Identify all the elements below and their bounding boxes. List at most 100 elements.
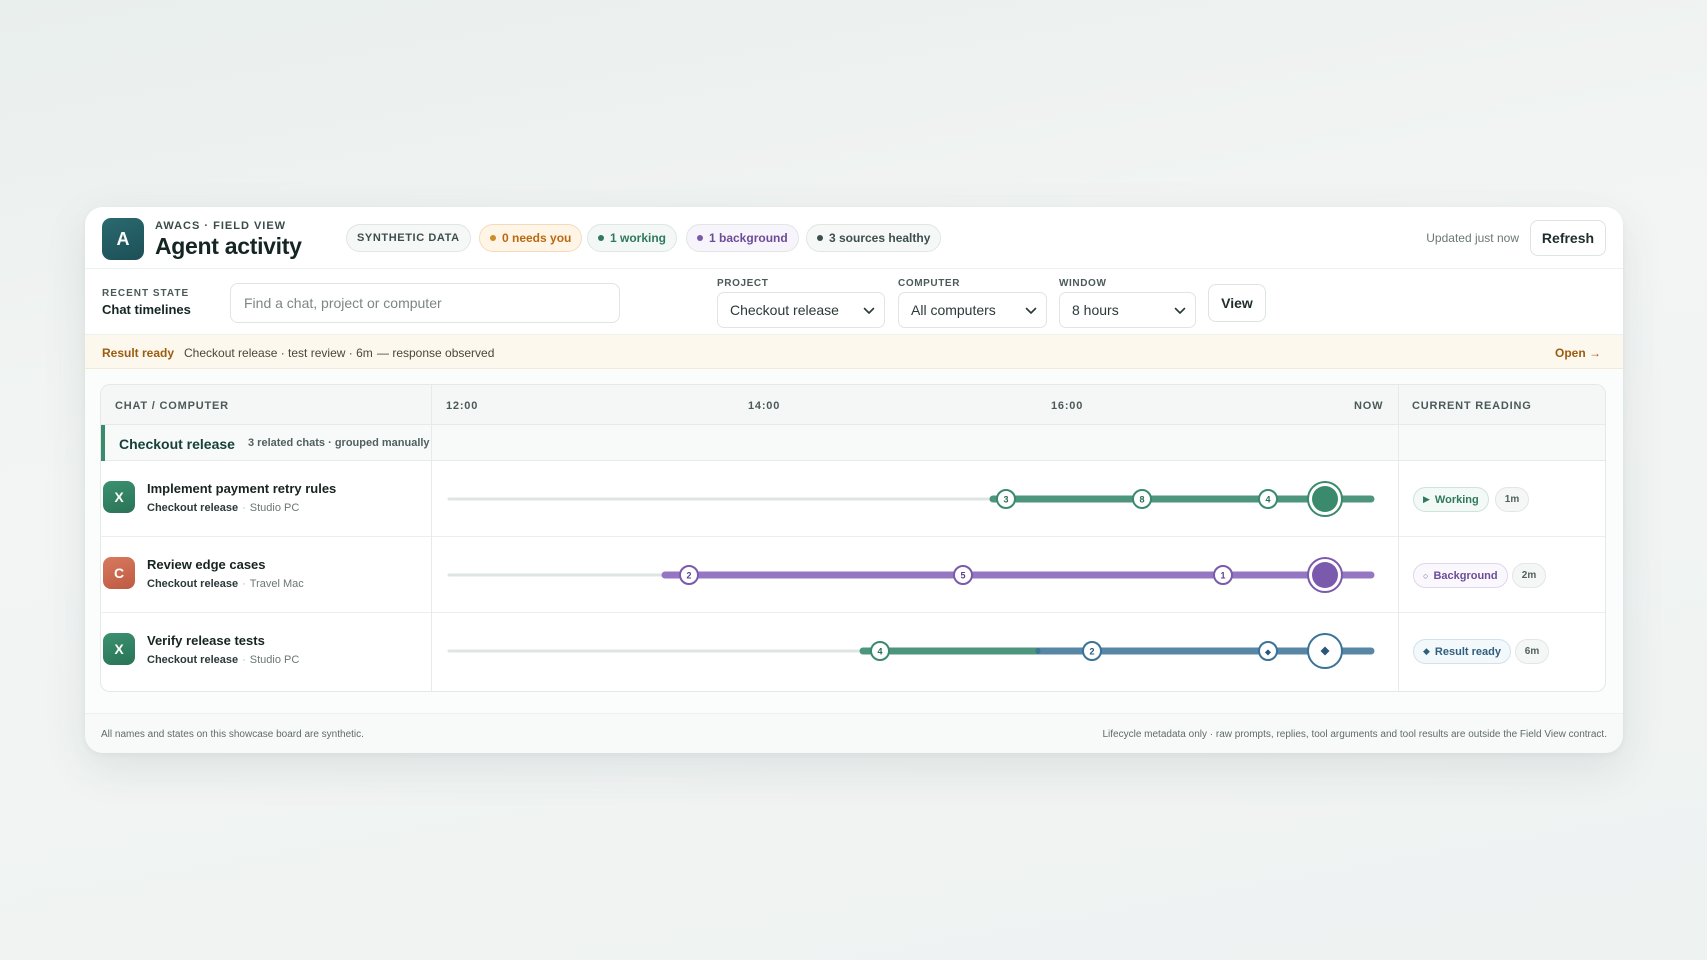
chat-project: Checkout release — [147, 654, 239, 666]
event-marker-count: 8 — [1139, 495, 1144, 505]
tick-label: 14:00 — [748, 400, 781, 412]
table-row[interactable]: X Verify release tests Checkout release ·… — [101, 613, 1605, 689]
event-marker[interactable]: 1 — [1213, 565, 1233, 585]
column-divider — [1398, 385, 1399, 691]
agent-badge: C — [103, 557, 135, 589]
computer-select-value: All computers — [911, 302, 996, 318]
tick-label: 12:00 — [446, 400, 479, 412]
now-working-dot[interactable] — [1312, 486, 1338, 512]
window-select-value: 8 hours — [1072, 302, 1119, 318]
background-label: 1 background — [709, 231, 788, 245]
chevron-down-icon — [1174, 307, 1186, 314]
app-eyebrow: AWACS · FIELD VIEW — [155, 220, 287, 232]
state-badge-background: ○ Background — [1413, 563, 1508, 588]
event-marker-count: 4 — [877, 647, 882, 657]
banner-status: Result ready — [102, 346, 175, 360]
sources-label: 3 sources healthy — [829, 231, 931, 245]
chat-name: Implement payment retry rules — [147, 481, 337, 496]
footer: All names and states on this showcase bo… — [85, 713, 1623, 753]
table-row[interactable]: X Implement payment retry rules Checkout… — [101, 461, 1605, 537]
event-marker[interactable]: 2 — [1082, 641, 1102, 661]
diamond-icon: ◆ — [1423, 646, 1430, 656]
view-button[interactable]: View — [1208, 284, 1266, 322]
app-logo: A — [102, 218, 144, 260]
circle-outline-icon: ○ — [1423, 570, 1429, 581]
chat-name: Verify release tests — [147, 633, 265, 648]
group-name: Checkout release — [119, 436, 235, 452]
needs-you-label: 0 needs you — [502, 231, 572, 245]
timeline-track: 3 8 4 — [431, 461, 1398, 537]
window-label: WINDOW — [1059, 278, 1107, 289]
updated-timestamp: Updated just now — [1426, 231, 1519, 245]
group-row[interactable]: Checkout release 3 related chats · group… — [101, 425, 1605, 461]
banner-detail: Checkout release · test review · 6m — [184, 346, 373, 360]
event-marker[interactable]: 8 — [1132, 489, 1152, 509]
footer-disclaimer: All names and states on this showcase bo… — [101, 729, 364, 740]
state-badge-result: ◆ Result ready — [1413, 639, 1511, 664]
event-marker-count: 5 — [960, 571, 965, 581]
group-accent — [101, 425, 105, 461]
event-marker[interactable]: 2 — [679, 565, 699, 585]
age-badge: 1m — [1495, 487, 1529, 512]
status-dot-icon — [697, 235, 703, 241]
sources-health-pill[interactable]: 3 sources healthy — [806, 224, 942, 252]
window-select[interactable]: 8 hours — [1059, 292, 1196, 328]
project-select-value: Checkout release — [730, 302, 839, 318]
result-banner: Result ready Checkout release · test rev… — [85, 335, 1623, 369]
event-marker[interactable]: 4 — [1258, 489, 1278, 509]
play-icon: ▶ — [1423, 494, 1430, 504]
event-marker-count: 2 — [1089, 647, 1094, 657]
timeline-track: 2 5 1 — [431, 537, 1398, 613]
state-badge-working: ▶ Working — [1413, 487, 1489, 512]
banner-open-link[interactable]: Open → — [1554, 346, 1601, 360]
chat-project: Checkout release — [147, 578, 239, 590]
project-label: PROJECT — [717, 278, 769, 289]
agent-badge: X — [103, 633, 135, 665]
working-filter-pill[interactable]: 1 working — [587, 224, 678, 252]
tick-label: 16:00 — [1051, 400, 1084, 412]
banner-note: — response observed — [377, 346, 495, 360]
refresh-button[interactable]: Refresh — [1530, 220, 1606, 256]
event-marker-count: 1 — [1220, 571, 1225, 581]
chat-computer: Travel Mac — [249, 578, 304, 590]
timeline-table: CHAT / COMPUTER 12:00 14:00 16:00 NOW CU… — [100, 384, 1606, 692]
working-label: 1 working — [610, 231, 667, 245]
event-marker[interactable]: 4 — [870, 641, 890, 661]
needs-you-filter-pill[interactable]: 0 needs you — [479, 224, 583, 252]
status-dot-icon — [598, 235, 604, 241]
event-marker[interactable]: ◆ — [1258, 641, 1278, 661]
chat-meta: Checkout release · Studio PC — [147, 654, 300, 666]
page-title: Agent activity — [155, 233, 302, 259]
table-row[interactable]: C Review edge cases Checkout release · Tra… — [101, 537, 1605, 613]
event-marker-count: 2 — [686, 571, 691, 581]
event-marker-count: 3 — [1003, 495, 1008, 505]
chevron-down-icon — [863, 307, 875, 314]
synthetic-data-label: SYNTHETIC DATA — [357, 232, 460, 244]
filter-bar: RECENT STATE Chat timelines PROJECT Chec… — [85, 269, 1623, 335]
event-marker[interactable]: 3 — [996, 489, 1016, 509]
footer-contract-note: Lifecycle metadata only · raw prompts, r… — [1102, 729, 1607, 740]
chat-name: Review edge cases — [147, 557, 266, 572]
chat-meta: Checkout release · Travel Mac — [147, 578, 304, 590]
column-divider — [431, 385, 432, 691]
tick-label-now: NOW — [1354, 400, 1384, 412]
chat-computer: Studio PC — [249, 502, 300, 514]
chat-computer: Studio PC — [249, 654, 300, 666]
group-meta: 3 related chats · grouped manually — [248, 437, 430, 449]
chat-project: Checkout release — [147, 502, 239, 514]
chat-meta: Checkout release · Studio PC — [147, 502, 300, 514]
age-badge: 2m — [1512, 563, 1546, 588]
header: A AWACS · FIELD VIEW Agent activity SYNT… — [85, 207, 1623, 269]
now-background-dot[interactable] — [1312, 562, 1338, 588]
table-header: CHAT / COMPUTER 12:00 14:00 16:00 NOW CU… — [101, 385, 1605, 425]
timeline-track: 4 2 ◆ — [431, 613, 1398, 689]
background-filter-pill[interactable]: 1 background — [686, 224, 799, 252]
agent-badge: X — [103, 481, 135, 513]
event-marker[interactable]: 5 — [953, 565, 973, 585]
computer-label: COMPUTER — [898, 278, 961, 289]
event-marker-count: 4 — [1265, 495, 1270, 505]
computer-select[interactable]: All computers — [898, 292, 1047, 328]
project-select[interactable]: Checkout release — [717, 292, 885, 328]
col-header-chat: CHAT / COMPUTER — [115, 400, 229, 412]
search-input[interactable] — [230, 283, 620, 323]
